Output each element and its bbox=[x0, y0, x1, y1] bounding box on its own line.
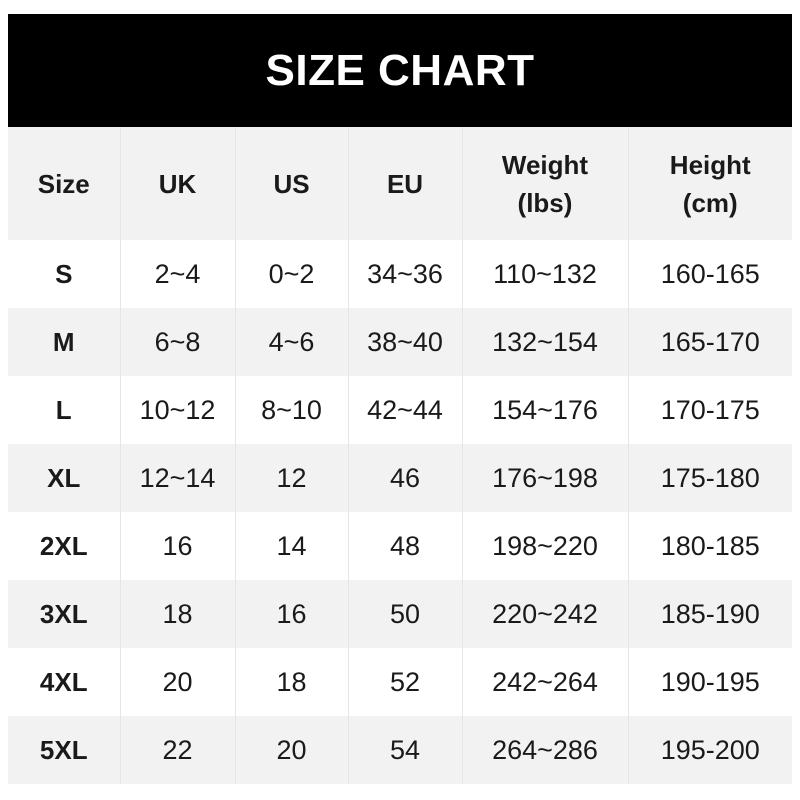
table-cell: 52 bbox=[347, 648, 462, 716]
table-cell: 170-175 bbox=[627, 376, 792, 444]
table-cell: 195-200 bbox=[627, 716, 792, 784]
table-cell: 20 bbox=[119, 648, 235, 716]
table-cell: 198~220 bbox=[461, 512, 628, 580]
table-cell: 48 bbox=[347, 512, 462, 580]
table-cell: 165-170 bbox=[627, 308, 792, 376]
table-cell: 4~6 bbox=[234, 308, 348, 376]
size-label: 5XL bbox=[8, 716, 120, 784]
table-cell: 16 bbox=[234, 580, 348, 648]
table-cell: 242~264 bbox=[461, 648, 628, 716]
column-header: US bbox=[234, 127, 348, 240]
table-cell: 20 bbox=[234, 716, 348, 784]
column-header: Size bbox=[8, 127, 120, 240]
table-cell: 6~8 bbox=[119, 308, 235, 376]
table-row: 5XL 22 20 54 264~286 195-200 bbox=[8, 716, 792, 784]
column-header-text: US bbox=[273, 168, 310, 199]
size-label: 2XL bbox=[8, 512, 120, 580]
table-row: 3XL 18 16 50 220~242 185-190 bbox=[8, 580, 792, 648]
column-header-text: Weight bbox=[501, 149, 589, 180]
table-cell: 14 bbox=[234, 512, 348, 580]
table-row: XL 12~14 12 46 176~198 175-180 bbox=[8, 444, 792, 512]
column-header-text: UK bbox=[158, 168, 197, 199]
table-cell: 8~10 bbox=[234, 376, 348, 444]
table-cell: 50 bbox=[347, 580, 462, 648]
table-cell: 110~132 bbox=[461, 240, 628, 308]
table-cell: 46 bbox=[347, 444, 462, 512]
size-chart-table: Size UK US EU Weight (lbs) Height (cm) S 2~4 0~2 3… bbox=[8, 127, 792, 784]
table-cell: 34~36 bbox=[347, 240, 462, 308]
table-cell: 190-195 bbox=[627, 648, 792, 716]
table-cell: 16 bbox=[119, 512, 235, 580]
table-cell: 175-180 bbox=[627, 444, 792, 512]
table-cell: 12~14 bbox=[119, 444, 235, 512]
column-header: UK bbox=[119, 127, 235, 240]
table-cell: 18 bbox=[119, 580, 235, 648]
table-cell: 180-185 bbox=[627, 512, 792, 580]
size-label: L bbox=[8, 376, 120, 444]
column-header: Height (cm) bbox=[627, 127, 792, 240]
table-cell: 18 bbox=[234, 648, 348, 716]
table-cell: 22 bbox=[119, 716, 235, 784]
table-row: 4XL 20 18 52 242~264 190-195 bbox=[8, 648, 792, 716]
table-cell: 38~40 bbox=[347, 308, 462, 376]
table-cell: 12 bbox=[234, 444, 348, 512]
column-header-text: Height bbox=[669, 149, 751, 180]
table-row: 2XL 16 14 48 198~220 180-185 bbox=[8, 512, 792, 580]
table-cell: 160-165 bbox=[627, 240, 792, 308]
table-cell: 0~2 bbox=[234, 240, 348, 308]
column-header-text: EU bbox=[386, 168, 424, 199]
column-header-text: Size bbox=[37, 168, 90, 199]
table-cell: 220~242 bbox=[461, 580, 628, 648]
table-row: L 10~12 8~10 42~44 154~176 170-175 bbox=[8, 376, 792, 444]
table-row: M 6~8 4~6 38~40 132~154 165-170 bbox=[8, 308, 792, 376]
table-cell: 10~12 bbox=[119, 376, 235, 444]
table-row: S 2~4 0~2 34~36 110~132 160-165 bbox=[8, 240, 792, 308]
header-row: Size UK US EU Weight (lbs) Height (cm) bbox=[8, 127, 792, 240]
table-cell: 54 bbox=[347, 716, 462, 784]
table-cell: 185-190 bbox=[627, 580, 792, 648]
size-label: M bbox=[8, 308, 120, 376]
table-cell: 264~286 bbox=[461, 716, 628, 784]
size-label: S bbox=[8, 240, 120, 308]
table-cell: 2~4 bbox=[119, 240, 235, 308]
column-header-text: (lbs) bbox=[517, 187, 573, 218]
size-label: 4XL bbox=[8, 648, 120, 716]
table-cell: 176~198 bbox=[461, 444, 628, 512]
size-label: 3XL bbox=[8, 580, 120, 648]
size-chart-title: SIZE CHART bbox=[8, 14, 792, 127]
table-cell: 42~44 bbox=[347, 376, 462, 444]
size-label: XL bbox=[8, 444, 120, 512]
column-header: Weight (lbs) bbox=[461, 127, 628, 240]
table-cell: 154~176 bbox=[461, 376, 628, 444]
table-cell: 132~154 bbox=[461, 308, 628, 376]
column-header: EU bbox=[347, 127, 462, 240]
column-header-text: (cm) bbox=[682, 187, 738, 218]
